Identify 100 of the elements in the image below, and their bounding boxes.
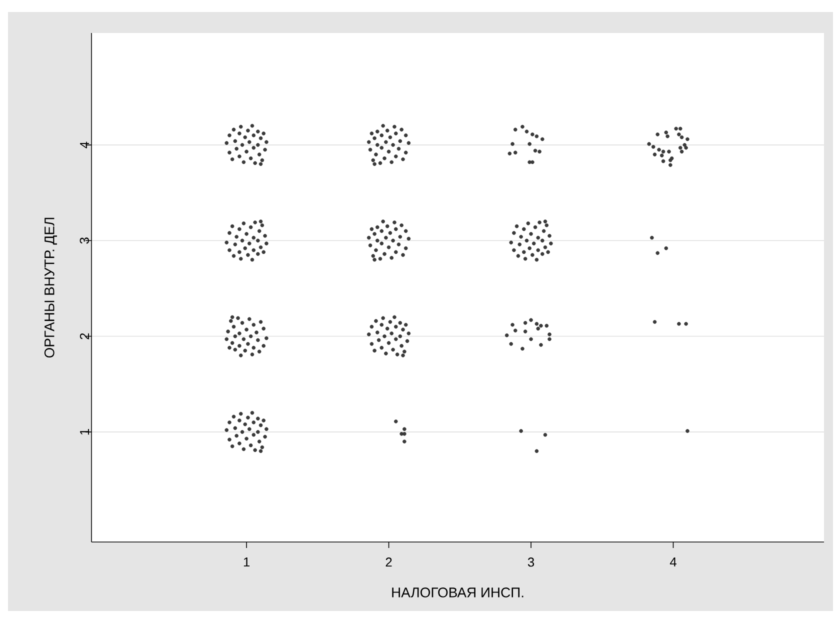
point xyxy=(372,232,376,236)
point xyxy=(533,148,538,153)
point xyxy=(232,254,236,258)
point xyxy=(256,238,260,242)
point xyxy=(510,322,514,327)
point xyxy=(385,224,390,228)
point xyxy=(532,242,536,246)
point xyxy=(400,128,404,132)
point xyxy=(536,236,540,240)
point xyxy=(504,333,509,338)
point xyxy=(533,225,538,230)
point xyxy=(401,354,405,358)
point xyxy=(244,328,248,332)
point xyxy=(512,231,516,235)
point xyxy=(652,152,657,156)
point xyxy=(401,253,405,257)
point xyxy=(374,152,378,156)
point xyxy=(240,238,244,242)
point xyxy=(378,256,382,261)
point xyxy=(396,242,401,246)
point xyxy=(540,137,544,142)
point xyxy=(232,324,236,329)
point xyxy=(404,246,408,250)
point xyxy=(238,124,243,129)
point xyxy=(230,224,234,228)
point xyxy=(686,429,690,433)
point xyxy=(252,248,256,252)
point xyxy=(256,416,260,420)
point xyxy=(509,240,513,244)
point xyxy=(382,156,386,160)
point xyxy=(370,324,374,329)
point xyxy=(520,124,524,129)
point xyxy=(230,444,234,448)
point xyxy=(647,142,651,146)
point xyxy=(406,141,411,145)
point xyxy=(238,256,243,261)
point xyxy=(394,132,398,136)
y-axis-title: ОРГАНЫ ВНУТР. ДЕЛ xyxy=(44,218,57,358)
point xyxy=(375,130,380,134)
point xyxy=(228,231,232,235)
point xyxy=(378,161,382,166)
point xyxy=(243,348,248,353)
point xyxy=(252,346,256,350)
point xyxy=(388,135,392,140)
point xyxy=(549,242,553,246)
point xyxy=(246,342,250,346)
point xyxy=(233,139,238,143)
point xyxy=(368,243,372,248)
point xyxy=(260,445,264,450)
point xyxy=(224,240,229,244)
point xyxy=(250,258,254,262)
point xyxy=(401,328,405,332)
point xyxy=(250,410,254,415)
point xyxy=(391,143,395,147)
point xyxy=(246,416,250,420)
point xyxy=(386,245,391,250)
point xyxy=(253,220,257,224)
point xyxy=(380,229,384,233)
point xyxy=(661,159,666,164)
point xyxy=(398,234,402,239)
point xyxy=(388,231,392,235)
point xyxy=(390,332,394,336)
point xyxy=(674,126,678,131)
point xyxy=(529,318,533,322)
point xyxy=(546,250,550,254)
point xyxy=(258,423,263,428)
point xyxy=(252,432,256,437)
point xyxy=(242,160,246,164)
point xyxy=(252,420,256,424)
point xyxy=(542,229,546,233)
point xyxy=(229,319,233,323)
point xyxy=(242,221,246,226)
point xyxy=(678,126,682,131)
point xyxy=(375,225,380,230)
point xyxy=(392,124,396,129)
point xyxy=(380,346,384,350)
point xyxy=(398,334,402,338)
point xyxy=(262,344,266,348)
point xyxy=(512,248,516,252)
point xyxy=(380,322,384,327)
point xyxy=(244,150,248,154)
x-axis-title: НАЛОГОВАЯ ИНСП. xyxy=(392,588,524,598)
point xyxy=(263,148,267,152)
point xyxy=(543,220,548,224)
point xyxy=(256,338,260,342)
point xyxy=(228,248,232,252)
point xyxy=(257,152,262,156)
point xyxy=(540,252,544,256)
point xyxy=(366,236,371,240)
point xyxy=(370,132,374,136)
point xyxy=(529,232,533,236)
point xyxy=(522,250,526,254)
point xyxy=(253,448,257,452)
point xyxy=(262,250,266,254)
point xyxy=(528,142,532,146)
point xyxy=(250,124,254,128)
point xyxy=(224,141,229,145)
point xyxy=(384,140,388,144)
point xyxy=(539,324,543,328)
point xyxy=(684,322,688,326)
